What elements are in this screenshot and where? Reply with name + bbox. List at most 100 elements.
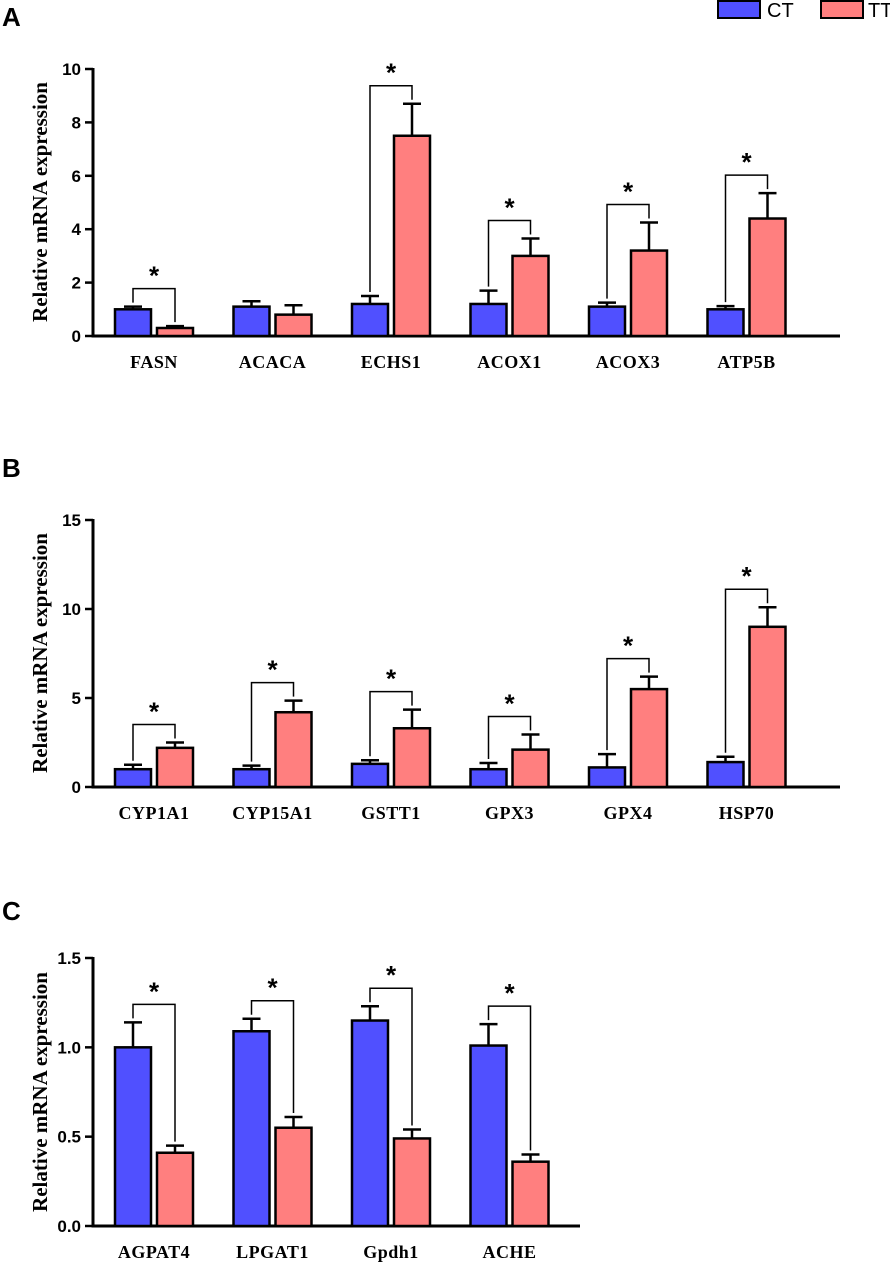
bar-tt <box>629 249 669 338</box>
significance-star: * <box>267 973 278 1003</box>
bar-tt <box>748 217 787 338</box>
y-tick-label: 5 <box>72 689 81 708</box>
bar-ct <box>587 305 627 338</box>
significance-star: * <box>149 976 160 1006</box>
y-axis-label: Relative mRNA expression <box>28 82 52 322</box>
significance-bracket <box>369 987 413 1126</box>
bar-tt <box>511 254 550 338</box>
chart-panel-b: 0 5 10 15 Relative mRNA expression CYP1A1 * CYP… <box>28 511 840 823</box>
x-tick-label: LPGAT1 <box>236 1242 309 1262</box>
bar-tt <box>274 1126 313 1228</box>
y-tick-label: 1.0 <box>57 1038 81 1057</box>
x-tick-label: GPX4 <box>604 803 653 823</box>
panel-label-b: B <box>2 453 21 483</box>
significance-bracket <box>487 1005 532 1151</box>
y-tick-label: 15 <box>62 511 81 530</box>
bar-ct <box>232 1030 271 1228</box>
x-tick-label: FASN <box>130 352 178 372</box>
y-tick-label: 2 <box>72 274 81 293</box>
significance-star: * <box>504 193 515 223</box>
significance-star: * <box>623 631 634 661</box>
x-tick-label: ATP5B <box>717 352 775 372</box>
significance-star: * <box>741 561 752 591</box>
bar-tt <box>274 313 313 338</box>
significance-star: * <box>386 58 397 88</box>
significance-bracket <box>606 203 650 299</box>
bar-ct <box>232 305 271 338</box>
bar-ct <box>706 308 745 338</box>
x-tick-label: GSTT1 <box>361 803 421 823</box>
significance-bracket <box>132 287 176 323</box>
legend-label-tt: TT <box>868 0 890 22</box>
chart-panel-a: 0 2 4 6 8 10 Relative mRNA expression FASN * ACAC… <box>28 58 840 372</box>
significance-star: * <box>386 960 397 990</box>
legend-swatch-tt <box>820 0 864 19</box>
x-tick-label: HSP70 <box>719 803 775 823</box>
chart-panel-c: 0.0 0.5 1.0 1.5 Relative mRNA expression AGPA… <box>28 949 580 1262</box>
bar-ct <box>469 302 508 338</box>
y-axis-label: Relative mRNA expression <box>28 533 52 773</box>
significance-star: * <box>504 688 515 718</box>
x-tick-label: Gpdh1 <box>363 1242 419 1262</box>
legend: CT TT <box>717 0 890 22</box>
significance-star: * <box>623 177 634 207</box>
significance-bracket <box>132 1003 176 1142</box>
bar-tt <box>392 1137 432 1228</box>
significance-bracket <box>487 219 532 287</box>
y-tick-label: 0 <box>72 327 81 346</box>
y-axis-label: Relative mRNA expression <box>28 972 52 1212</box>
significance-bracket <box>724 588 769 753</box>
x-tick-label: ACHE <box>482 1242 536 1262</box>
significance-star: * <box>267 655 278 685</box>
bar-tt <box>511 1160 550 1228</box>
bar-ct <box>113 1046 153 1228</box>
significance-bracket <box>250 681 295 762</box>
bar-ct <box>350 302 390 338</box>
bar-tt <box>155 746 195 789</box>
legend-swatch-ct <box>717 0 761 19</box>
x-tick-label: ACOX1 <box>477 352 542 372</box>
significance-star: * <box>149 697 160 727</box>
bar-tt <box>155 1151 195 1228</box>
bar-tt <box>392 727 432 789</box>
significance-bracket <box>487 715 532 759</box>
significance-star: * <box>504 978 515 1008</box>
significance-bracket <box>369 84 413 292</box>
x-tick-label: ACACA <box>239 352 307 372</box>
y-tick-label: 0 <box>72 778 81 797</box>
significance-bracket <box>132 723 176 761</box>
y-tick-label: 4 <box>72 220 82 239</box>
bar-tt <box>748 625 787 789</box>
bar-ct <box>469 767 508 789</box>
significance-bracket <box>369 690 413 757</box>
bar-ct <box>113 308 153 338</box>
bar-tt <box>629 687 669 789</box>
y-tick-label: 8 <box>72 113 81 132</box>
x-tick-label: ECHS1 <box>361 352 422 372</box>
x-tick-label: CYP15A1 <box>232 803 313 823</box>
y-tick-label: 1.5 <box>57 949 81 968</box>
x-tick-label: ACOX3 <box>596 352 661 372</box>
significance-star: * <box>386 664 397 694</box>
significance-star: * <box>741 147 752 177</box>
bar-ct <box>350 762 390 789</box>
bar-tt <box>511 748 550 789</box>
significance-bracket <box>250 999 295 1114</box>
panel-label-a: A <box>2 2 21 32</box>
bar-ct <box>469 1044 508 1228</box>
x-tick-label: GPX3 <box>485 803 534 823</box>
y-tick-label: 10 <box>62 60 81 79</box>
y-tick-label: 0.5 <box>57 1128 81 1147</box>
bar-tt <box>392 134 432 338</box>
significance-bracket <box>724 174 769 303</box>
y-tick-label: 0.0 <box>57 1217 81 1236</box>
bar-tt <box>274 710 313 789</box>
bar-ct <box>350 1019 390 1228</box>
legend-label-ct: CT <box>767 0 794 22</box>
y-tick-label: 10 <box>62 600 81 619</box>
x-tick-label: AGPAT4 <box>118 1242 190 1262</box>
panel-label-c: C <box>2 896 21 926</box>
x-tick-label: CYP1A1 <box>119 803 190 823</box>
significance-star: * <box>149 261 160 291</box>
